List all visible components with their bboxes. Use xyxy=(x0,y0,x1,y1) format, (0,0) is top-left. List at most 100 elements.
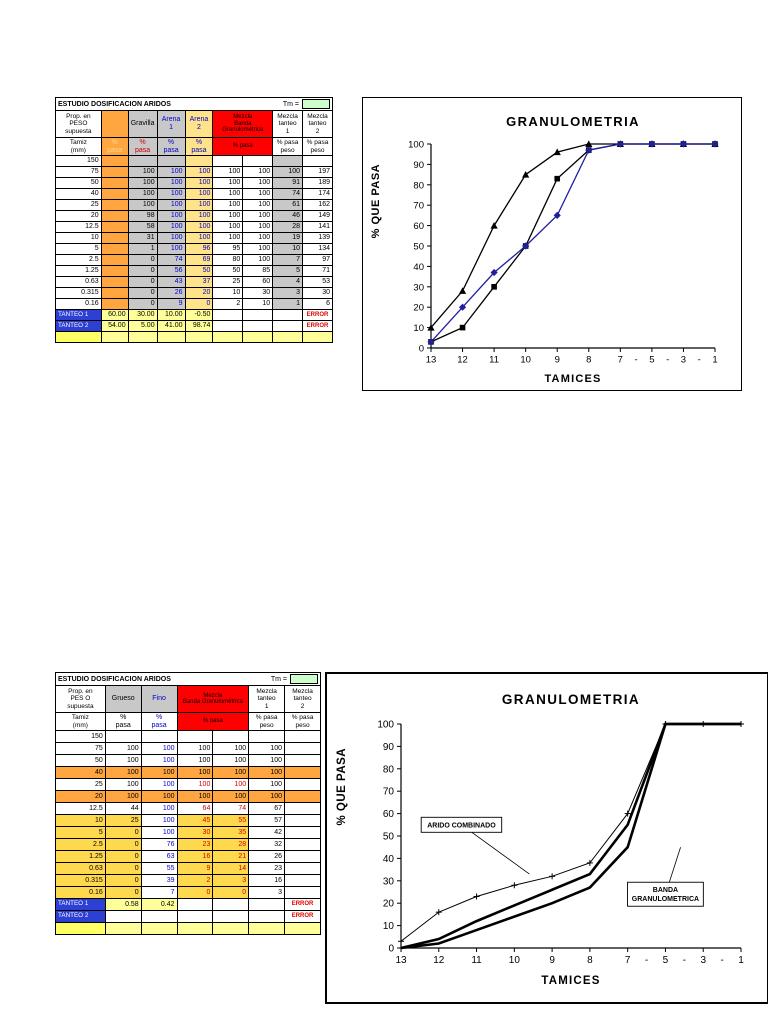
value-cell xyxy=(248,730,286,743)
y-tick-label: 60 xyxy=(383,809,395,820)
tanteo-value[interactable] xyxy=(272,309,304,321)
tm-value-cell[interactable] xyxy=(290,674,318,684)
tamiz-cell: 50 xyxy=(55,754,106,767)
tanteo-value[interactable] xyxy=(212,910,250,923)
marker-diamond xyxy=(616,140,624,148)
tanteo-value[interactable] xyxy=(104,922,142,935)
tanteo-value[interactable] xyxy=(302,331,333,343)
value-cell: 0 xyxy=(127,265,158,277)
tanteo-value[interactable] xyxy=(212,331,244,343)
chart-title: GRANULOMETRIA xyxy=(502,692,640,707)
tanteo-value[interactable] xyxy=(248,898,286,911)
table-subheader-row: Tamiz (mm)% pasa% pasa% pasa% pasa% pasa… xyxy=(55,137,333,156)
tm-value-cell[interactable] xyxy=(302,99,330,109)
value-cell: 44 xyxy=(104,802,142,815)
annotation-leader xyxy=(461,824,530,875)
value-cell: 95 xyxy=(212,243,244,255)
tanteo-value[interactable] xyxy=(176,898,214,911)
table-row: 2.5 0 76 23 28 32 xyxy=(55,838,321,851)
annotation-box xyxy=(627,881,704,907)
value-cell xyxy=(284,862,321,875)
value-cell: 100 xyxy=(140,766,178,779)
tanteo-value[interactable]: ERROR xyxy=(302,320,333,332)
table-row: 25 100 100 100 100 100 xyxy=(55,778,321,791)
tamiz-cell: 2.5 xyxy=(55,254,102,266)
tanteo-value[interactable] xyxy=(176,910,214,923)
value-cell: 50 xyxy=(184,265,214,277)
tanteo-value[interactable]: 0.42 xyxy=(140,898,178,911)
value-cell: 10 xyxy=(272,243,304,255)
value-cell: 0 xyxy=(212,886,250,899)
tamiz-cell: 0.63 xyxy=(55,276,102,288)
tanteo-value[interactable]: 0.58 xyxy=(104,898,142,911)
tanteo-value[interactable]: 60.00 xyxy=(100,309,129,321)
tanteo-value[interactable] xyxy=(248,922,286,935)
tanteo-value[interactable] xyxy=(176,922,214,935)
group-header: Mezcla Banda Granulométrica xyxy=(212,110,274,138)
value-cell: 100 xyxy=(184,199,214,211)
y-tick-label: 70 xyxy=(413,201,424,212)
value-cell: 85 xyxy=(242,265,274,277)
value-cell: 100 xyxy=(156,166,186,178)
annotation-text: GRANULOMETRICA xyxy=(632,896,699,903)
tanteo-value[interactable] xyxy=(248,910,286,923)
tanteo-value[interactable]: 10.00 xyxy=(156,309,186,321)
tanteo-value[interactable]: 5.00 xyxy=(127,320,158,332)
table-row: 20 98 100 100 100 100 46 149 xyxy=(55,210,333,222)
tamiz-cell: 20 xyxy=(55,790,106,803)
tanteo-value[interactable]: 30.00 xyxy=(127,309,158,321)
table-row: 25 100 100 100 100 100 61 162 xyxy=(55,199,333,211)
tamiz-cell: 10 xyxy=(55,814,106,827)
table-row: 2.5 0 74 69 80 100 7 97 xyxy=(55,254,333,266)
x-minor-dash: - xyxy=(645,955,648,966)
tanteo-value[interactable]: 41.00 xyxy=(156,320,186,332)
group-header: Arena 2 xyxy=(184,110,214,138)
value-cell: 100 xyxy=(184,210,214,222)
tanteo-value[interactable] xyxy=(140,910,178,923)
value-cell: 61 xyxy=(272,199,304,211)
tamiz-cell: 25 xyxy=(55,778,106,791)
tanteo-value[interactable]: ERROR xyxy=(284,898,321,911)
value-cell: 55 xyxy=(212,814,250,827)
tanteo-value[interactable] xyxy=(212,309,244,321)
table-row: 20 100 100 100 100 100 xyxy=(55,790,321,803)
tanteo-value[interactable] xyxy=(242,309,274,321)
value-cell: 100 xyxy=(248,766,286,779)
tanteo-value[interactable]: ERROR xyxy=(302,309,333,321)
tanteo-value[interactable] xyxy=(242,331,274,343)
value-cell xyxy=(242,155,274,167)
tanteo-value[interactable] xyxy=(272,331,304,343)
tanteo-value[interactable] xyxy=(284,922,321,935)
tanteo-value[interactable]: 98.74 xyxy=(184,320,214,332)
tanteo-value[interactable] xyxy=(212,320,244,332)
value-cell: 45 xyxy=(176,814,214,827)
value-cell: 16 xyxy=(176,850,214,863)
value-cell: 43 xyxy=(156,276,186,288)
tanteo-value[interactable]: ERROR xyxy=(284,910,321,923)
y-tick-label: 90 xyxy=(413,160,424,171)
value-cell: 100 xyxy=(212,188,244,200)
value-cell xyxy=(284,754,321,767)
tamiz-cell: 5 xyxy=(55,826,106,839)
marker-triangle xyxy=(553,148,561,156)
y-tick-label: 90 xyxy=(383,742,395,753)
tanteo-value[interactable]: -0.50 xyxy=(184,309,214,321)
tanteo-value[interactable] xyxy=(127,331,158,343)
x-tick-label: 10 xyxy=(520,355,531,366)
value-cell xyxy=(100,221,129,233)
tamiz-cell: 25 xyxy=(55,199,102,211)
tanteo-value[interactable] xyxy=(100,331,129,343)
tanteo-value[interactable] xyxy=(184,331,214,343)
tanteo-value[interactable] xyxy=(272,320,304,332)
tanteo-value[interactable] xyxy=(212,922,250,935)
tanteo-value[interactable] xyxy=(242,320,274,332)
value-cell: 39 xyxy=(140,874,178,887)
y-tick-label: 10 xyxy=(413,323,424,334)
tanteo-value[interactable] xyxy=(140,922,178,935)
tanteo-value[interactable]: 54.00 xyxy=(100,320,129,332)
tamiz-cell: 75 xyxy=(55,742,106,755)
tanteo-value[interactable] xyxy=(104,910,142,923)
value-cell: 32 xyxy=(248,838,286,851)
tanteo-value[interactable] xyxy=(212,898,250,911)
tanteo-value[interactable] xyxy=(156,331,186,343)
